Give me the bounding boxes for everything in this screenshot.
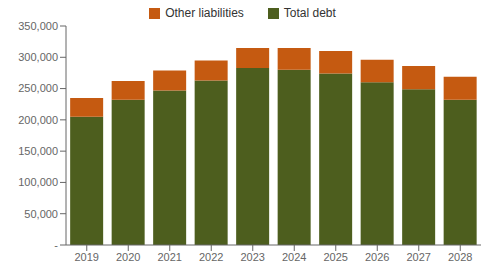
- html-text:Total debt: Total debt: [283, 6, 336, 20]
- svg-text:2020: 2020: [116, 251, 140, 263]
- svg-text:2028: 2028: [448, 251, 472, 263]
- svg-text:2023: 2023: [241, 251, 265, 263]
- svg-text:250,000: 250,000: [18, 82, 58, 94]
- svg-text:2026: 2026: [365, 251, 389, 263]
- svg-text:150,000: 150,000: [18, 145, 58, 157]
- svg-text:100,000: 100,000: [18, 176, 58, 188]
- svg-text:50,000: 50,000: [24, 208, 58, 220]
- svg-text:300,000: 300,000: [18, 51, 58, 63]
- svg-text:2019: 2019: [75, 251, 99, 263]
- svg-text:2021: 2021: [158, 251, 182, 263]
- svg-text:350,000: 350,000: [18, 20, 58, 32]
- svg-text:2024: 2024: [282, 251, 306, 263]
- svg-text:2022: 2022: [199, 251, 223, 263]
- svg-text:200,000: 200,000: [18, 114, 58, 126]
- svg-text:2027: 2027: [407, 251, 431, 263]
- html-text:Other liabilities: Other liabilities: [165, 6, 244, 20]
- svg-text:-: -: [54, 239, 58, 251]
- svg-text:2025: 2025: [324, 251, 348, 263]
